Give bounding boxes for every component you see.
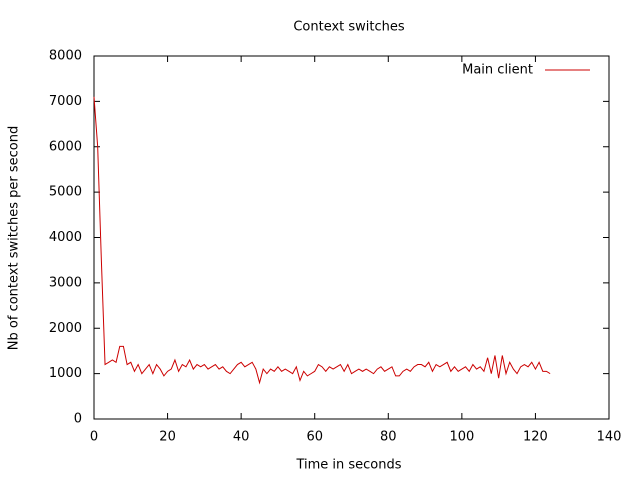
y-tick-label: 2000 bbox=[49, 321, 82, 336]
x-tick-label: 100 bbox=[449, 430, 474, 445]
y-tick-label: 5000 bbox=[49, 185, 82, 200]
y-tick-label: 0 bbox=[74, 412, 82, 427]
y-axis-label: Nb of context switches per second bbox=[7, 126, 22, 350]
plot-frame bbox=[93, 55, 610, 420]
x-tick-label: 40 bbox=[233, 430, 250, 445]
y-tick-label: 4000 bbox=[49, 230, 82, 245]
x-tick-label: 80 bbox=[380, 430, 397, 445]
x-axis-label: Time in seconds bbox=[295, 458, 401, 473]
legend-label: Main client bbox=[462, 63, 533, 78]
y-tick-label: 3000 bbox=[49, 275, 82, 290]
chart-title: Context switches bbox=[293, 20, 405, 35]
x-tick-label: 120 bbox=[523, 430, 548, 445]
x-tick-label: 60 bbox=[306, 430, 323, 445]
x-tick-label: 0 bbox=[90, 430, 98, 445]
y-tick-label: 6000 bbox=[49, 139, 82, 154]
y-tick-label: 1000 bbox=[49, 366, 82, 381]
x-tick-label: 20 bbox=[159, 430, 176, 445]
y-tick-label: 8000 bbox=[49, 49, 82, 64]
series-line bbox=[93, 96, 551, 385]
x-tick-label: 140 bbox=[597, 430, 622, 445]
y-tick-label: 7000 bbox=[49, 94, 82, 109]
